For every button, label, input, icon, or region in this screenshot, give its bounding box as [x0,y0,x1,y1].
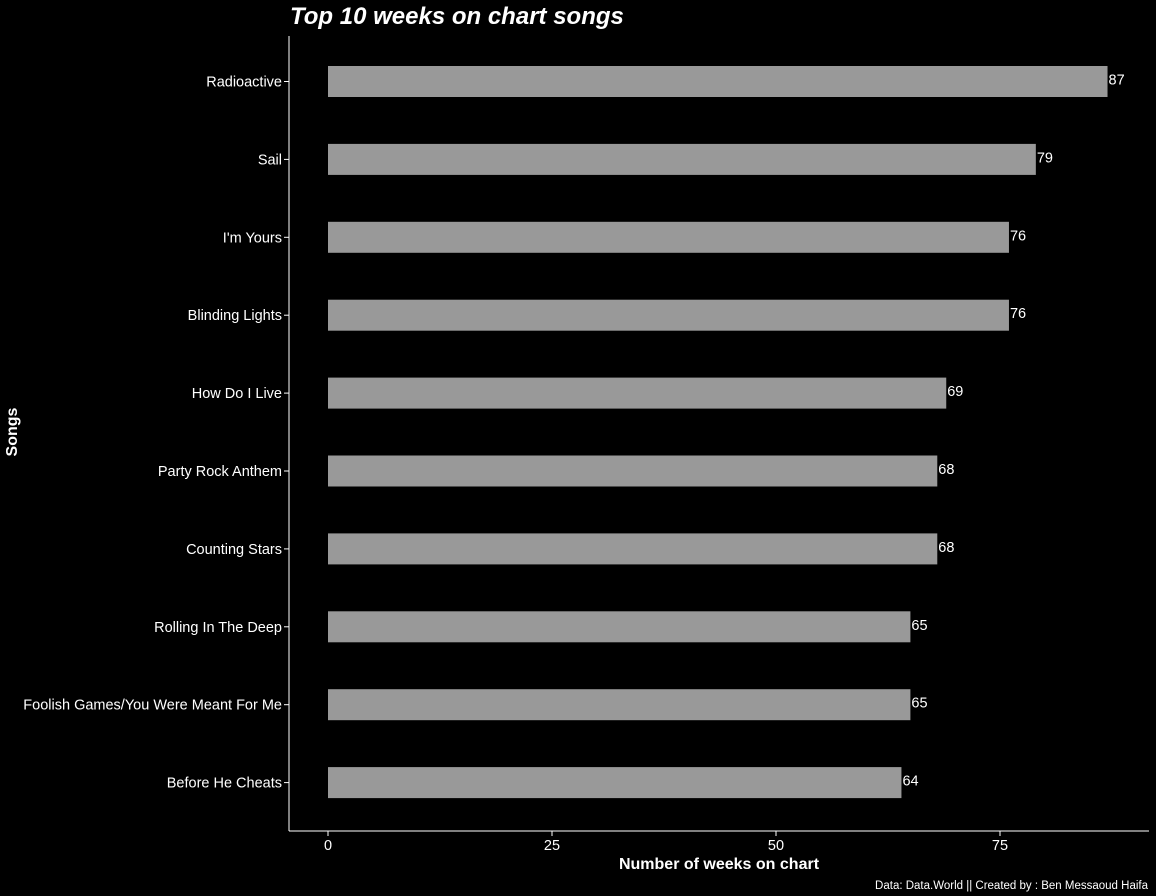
bar-value-label: 76 [1010,306,1026,322]
bar [328,299,1009,331]
bar [328,611,911,643]
y-axis-title: Songs [4,407,21,456]
y-tick-label: How Do I Live [192,386,282,402]
y-tick-label: Counting Stars [186,542,282,558]
y-axis: Radioactive Sail I'm Yours Blinding Lights H… [23,36,290,831]
bar-value-label: 79 [1037,150,1053,166]
bar-value-label: 68 [938,462,954,478]
x-tick-label: 75 [992,838,1008,854]
x-axis-title: Number of weeks on chart [619,856,820,873]
bar-value-label: 76 [1010,228,1026,244]
x-axis: 0 25 50 75 [289,830,1149,854]
y-tick-label: Blinding Lights [188,308,282,324]
bar-value-label: 68 [938,540,954,556]
bar [328,533,938,565]
bar [328,689,911,721]
bar [328,455,938,487]
y-tick-label: Sail [258,152,282,168]
bar [328,221,1009,253]
y-tick-label: Foolish Games/You Were Meant For Me [23,698,282,714]
x-tick-label: 0 [324,838,332,854]
y-tick-label: Rolling In The Deep [154,620,282,636]
bar-value-label: 65 [911,618,927,634]
bar-value-label: 65 [911,696,927,712]
y-tick-label: Party Rock Anthem [158,464,282,480]
bar [328,767,902,799]
chart-caption: Data: Data.World || Created by : Ben Mes… [875,880,1149,892]
bar-value-label: 64 [902,774,918,790]
x-tick-label: 25 [544,838,560,854]
bar [328,66,1108,97]
y-tick-label: Before He Cheats [167,776,282,792]
y-tick-label: Radioactive [206,75,282,91]
bars-group [328,66,1108,799]
bar-value-label: 69 [947,384,963,400]
chart-title: Top 10 weeks on chart songs [290,3,624,30]
bar [328,377,947,409]
bar-value-label: 87 [1109,73,1125,89]
y-tick-label: I'm Yours [223,230,282,246]
bar [328,143,1036,175]
x-tick-label: 50 [768,838,784,854]
value-labels-group: 87 79 76 76 69 68 68 65 65 64 [902,73,1124,790]
